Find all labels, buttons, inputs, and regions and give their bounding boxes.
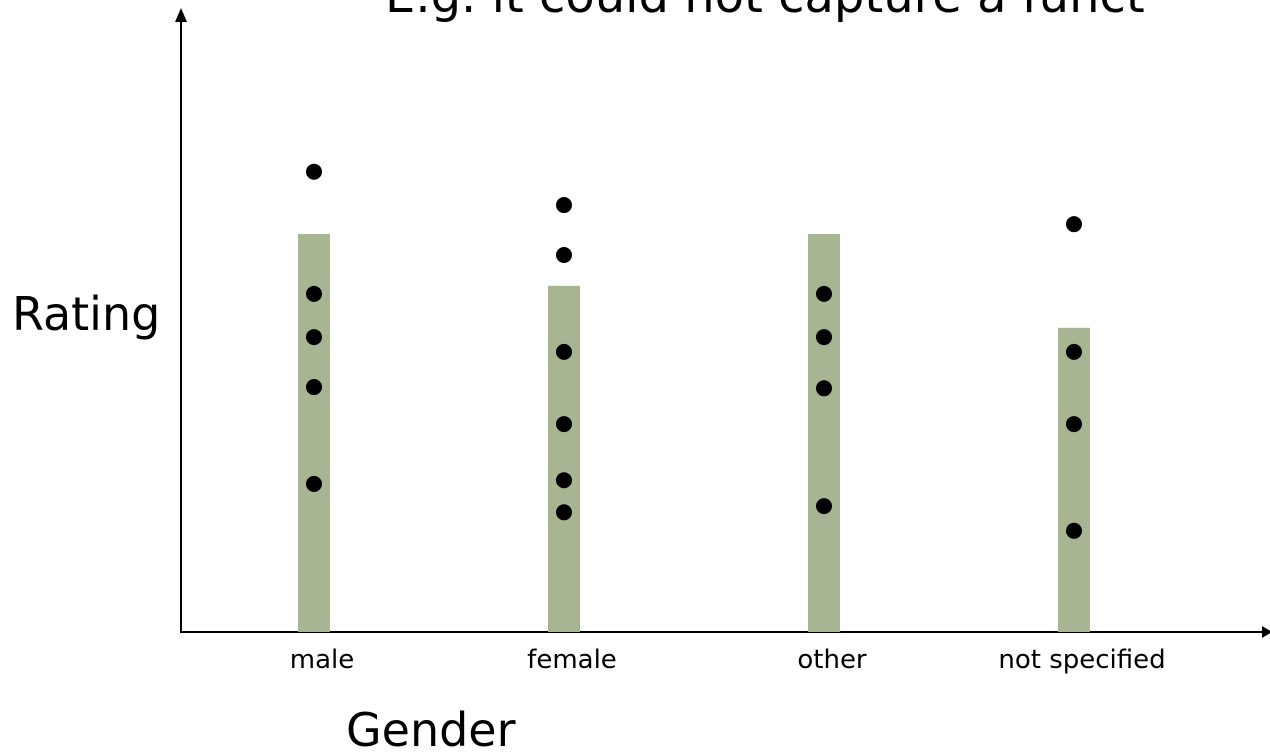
data-point bbox=[816, 380, 832, 397]
data-point bbox=[556, 504, 572, 521]
bar bbox=[1058, 327, 1090, 632]
data-point bbox=[306, 163, 322, 180]
data-point bbox=[1066, 522, 1082, 539]
chart-title: E.g. it could not capture a funct bbox=[385, 0, 1145, 24]
data-point bbox=[556, 343, 572, 360]
data-point bbox=[556, 472, 572, 489]
x-tick-label: male bbox=[290, 645, 354, 675]
data-point bbox=[816, 498, 832, 515]
data-point bbox=[556, 247, 572, 264]
bar bbox=[548, 285, 580, 632]
data-point bbox=[306, 475, 322, 492]
data-point bbox=[816, 329, 832, 346]
data-point bbox=[556, 416, 572, 433]
x-tick-label: female bbox=[527, 645, 617, 675]
x-tick-label: not specified bbox=[998, 645, 1165, 675]
data-point bbox=[306, 379, 322, 396]
x-axis-arrow bbox=[1262, 626, 1270, 638]
x-tick-label: other bbox=[797, 645, 867, 675]
y-axis-label: Rating bbox=[12, 287, 160, 341]
data-point bbox=[556, 197, 572, 214]
data-point bbox=[1066, 343, 1082, 360]
data-point bbox=[1066, 416, 1082, 433]
data-point bbox=[306, 329, 322, 346]
x-axis-label: Gender bbox=[346, 703, 516, 754]
data-point bbox=[1066, 216, 1082, 233]
data-point bbox=[816, 285, 832, 302]
data-point bbox=[306, 285, 322, 302]
y-axis-arrow bbox=[175, 8, 187, 22]
